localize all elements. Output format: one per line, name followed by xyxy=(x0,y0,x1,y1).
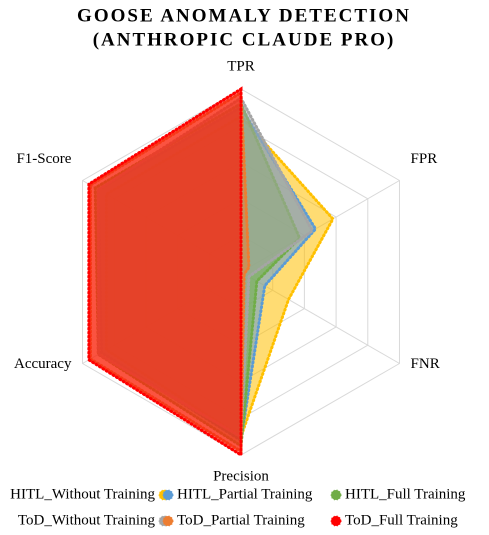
legend-text: ToD_Full Training xyxy=(345,512,458,528)
legend-text: ToD_Partial Training xyxy=(177,512,305,528)
axis-label: FPR xyxy=(411,151,438,167)
axis-label: TPR xyxy=(227,58,255,74)
legend-text: ToD_Without Training xyxy=(18,512,156,528)
axis-label: F1-Score xyxy=(16,151,71,167)
legend-text: HITL_Partial Training xyxy=(177,486,313,502)
legend-marker xyxy=(330,489,342,501)
chart-title: (ANTHROPIC CLAUDE PRO) xyxy=(93,29,396,50)
legend-marker xyxy=(162,489,174,501)
axis-label: FNR xyxy=(411,356,440,372)
legend-text: HITL_Without Training xyxy=(10,486,155,502)
series-area xyxy=(87,86,243,458)
legend-text: HITL_Full Training xyxy=(345,486,466,502)
legend-marker xyxy=(330,515,342,527)
axis-label: Precision xyxy=(213,468,269,484)
chart-title: GOOSE ANOMALY DETECTION xyxy=(77,5,411,26)
axis-label: Accuracy xyxy=(14,356,72,372)
legend-marker xyxy=(162,515,174,527)
